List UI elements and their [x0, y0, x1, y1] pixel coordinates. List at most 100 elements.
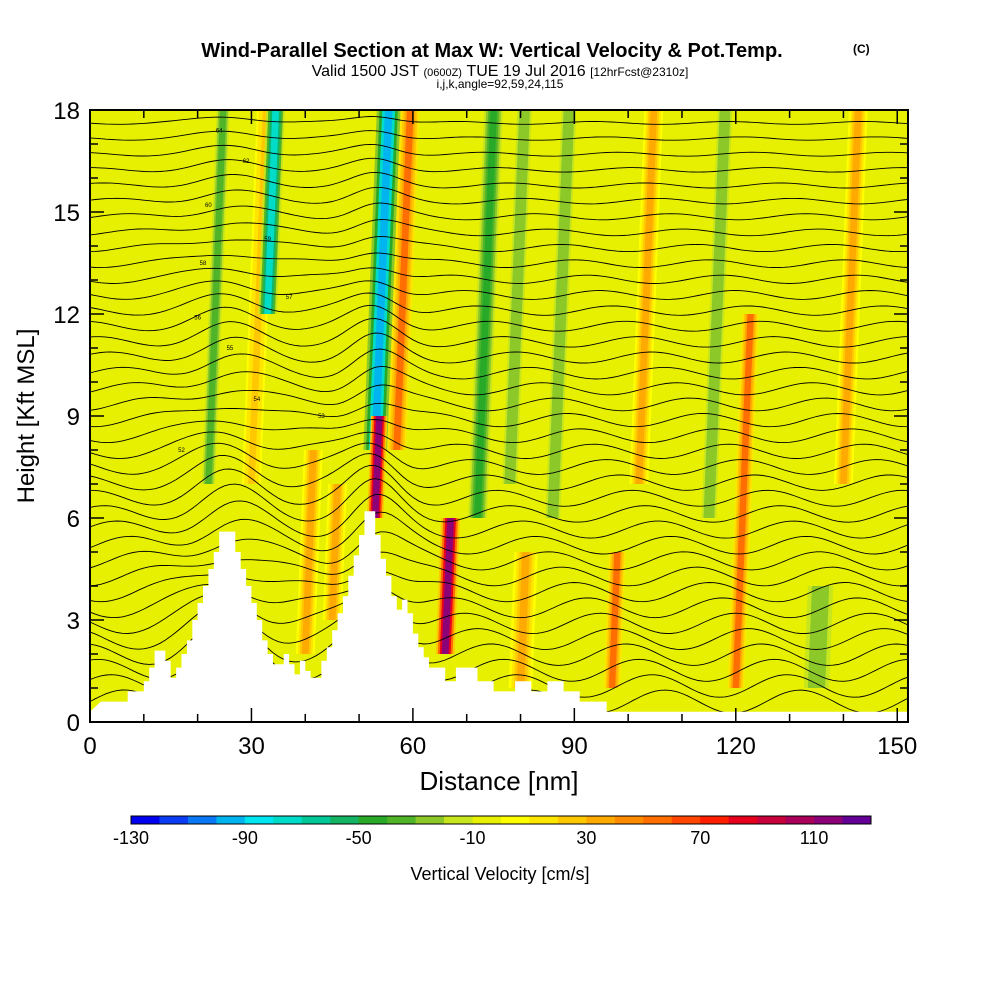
velocity-streak [301, 450, 317, 654]
y-tick-label: 9 [67, 404, 80, 431]
theta-contour [90, 453, 908, 491]
theta-contour [90, 478, 908, 523]
velocity-streak [516, 552, 530, 688]
x-tick-label: 30 [238, 733, 265, 760]
chart-title: Wind-Parallel Section at Max W: Vertical… [201, 40, 782, 62]
theta-contour [90, 419, 908, 444]
y-tick-label: 0 [67, 710, 80, 737]
theta-contour [90, 511, 908, 555]
theta-contour [90, 493, 908, 539]
theta-contour [90, 143, 908, 157]
theta-contour [90, 219, 908, 237]
theta-contour [90, 202, 908, 221]
colorbar-swatch [557, 816, 587, 824]
velocity-streak [474, 110, 497, 518]
colorbar-swatch [586, 816, 616, 824]
contour-label: 62 [243, 159, 250, 165]
colorbar-swatch [216, 816, 246, 824]
theta-contour [90, 365, 908, 396]
theta-contour [90, 130, 908, 141]
colorbar-swatch [358, 816, 388, 824]
theta-contour [90, 402, 908, 428]
colorbar-swatch [301, 816, 331, 824]
colorbar-tick-label: 110 [800, 828, 829, 848]
colorbar-swatch [472, 816, 502, 824]
theta-contour [90, 442, 908, 475]
velocity-streak [705, 110, 729, 518]
colorbar-tick-label: -90 [232, 828, 258, 848]
terrain [90, 511, 908, 722]
y-tick-label: 15 [53, 200, 80, 227]
y-tick-label: 3 [67, 608, 80, 635]
x-tick-label: 60 [400, 733, 427, 760]
title-mark: (C) [853, 42, 870, 56]
colorbar-swatch [501, 816, 530, 824]
x-tick-label: 120 [716, 733, 756, 760]
colorbar-swatch [728, 816, 758, 824]
colorbar-swatch [159, 816, 189, 824]
colorbar-swatch [387, 816, 417, 824]
x-axis-label: Distance [nm] [420, 766, 579, 796]
colorbar-swatch [529, 816, 559, 824]
contour-label: 60 [205, 203, 212, 209]
theta-contour [90, 431, 908, 459]
theta-contour [90, 348, 908, 380]
theta-contour [90, 292, 908, 316]
contour-label: 53 [318, 414, 325, 420]
colorbar-swatch [131, 816, 160, 824]
contour-label: 59 [264, 237, 271, 243]
colorbar-swatch [643, 816, 673, 824]
theta-contour [90, 304, 908, 332]
colorbar-swatch [244, 816, 274, 824]
colorbar-swatch [785, 816, 815, 824]
contour-label: 54 [253, 397, 260, 403]
contour-label: 57 [286, 295, 293, 301]
y-tick-label: 12 [53, 302, 80, 329]
colorbar-label: Vertical Velocity [cm/s] [410, 864, 589, 884]
colorbar-swatch [700, 816, 730, 824]
theta-contour [90, 171, 908, 189]
colorbar-swatch [614, 816, 644, 824]
contour-label: 64 [216, 128, 223, 134]
colorbar-tick-label: 70 [690, 828, 710, 848]
colorbar-swatch [814, 816, 844, 824]
theta-contour [90, 267, 908, 284]
colorbar-swatch [330, 816, 360, 824]
contour-label: 52 [178, 448, 185, 454]
x-tick-label: 90 [561, 733, 588, 760]
colorbar-swatch [671, 816, 701, 824]
velocity-streak [372, 416, 383, 518]
theta-contour [90, 318, 908, 348]
grid-info: i,j,k,angle=92,59,24,115 [437, 77, 564, 91]
theta-contours: 52 53 54 55 56 57 58 59 60 62 64 [90, 116, 908, 714]
colorbar-swatch [187, 816, 217, 824]
x-tick-label: 150 [877, 733, 917, 760]
colorbar-swatch [757, 816, 787, 824]
contour-label: 56 [194, 315, 201, 321]
colorbar: -130 -90 -50 -10 30 70 110 [113, 815, 872, 848]
velocity-streak [393, 110, 414, 450]
contour-label: 55 [227, 346, 234, 352]
theta-contour [90, 464, 908, 507]
theta-contour [90, 252, 908, 269]
theta-contour [90, 157, 908, 173]
theta-contour [90, 116, 908, 125]
velocity-streak [328, 484, 341, 620]
colorbar-frame [130, 815, 872, 825]
colorbar-swatch [273, 816, 303, 824]
colorbar-tick-label: -10 [460, 828, 486, 848]
axis-ticks: 0 30 60 90 120 150 0 3 6 9 12 15 18 [53, 98, 917, 760]
theta-contour [90, 236, 908, 253]
chart-subtitle: Valid 1500 JST (0600Z) TUE 19 Jul 2016 [… [312, 63, 689, 80]
velocity-streak [608, 552, 621, 688]
colorbar-swatch [444, 816, 474, 824]
velocity-streak [371, 110, 393, 450]
velocity-streak [506, 110, 528, 484]
y-tick-label: 6 [67, 506, 80, 533]
y-tick-label: 18 [53, 98, 80, 125]
colorbar-tick-label: 30 [576, 828, 596, 848]
theta-contour [90, 186, 908, 205]
theta-contour [90, 280, 908, 300]
plot-area: 52 53 54 55 56 57 58 59 60 62 64 [90, 110, 908, 722]
